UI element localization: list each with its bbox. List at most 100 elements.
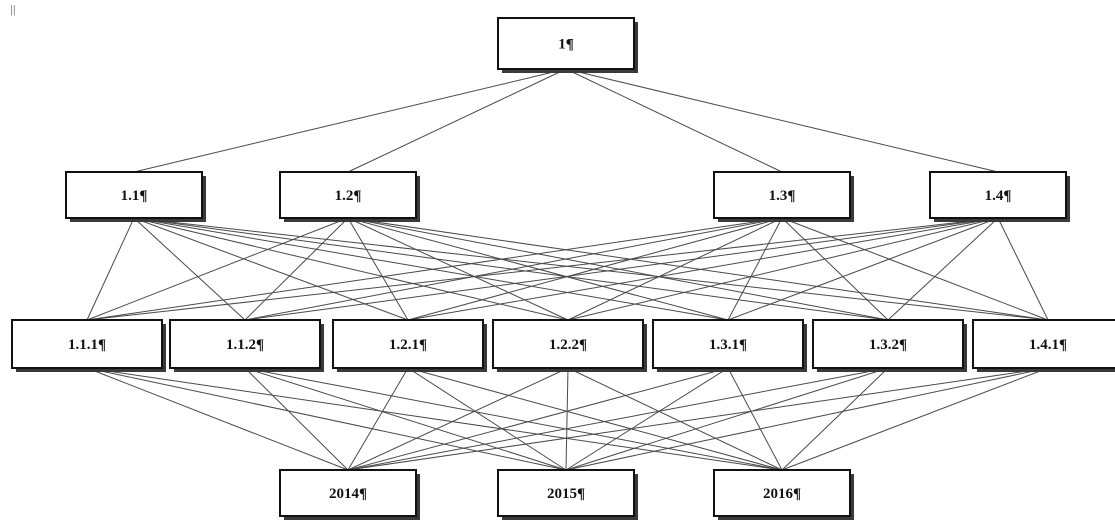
edge-n1_3_2-to-n2014: [347, 367, 889, 471]
edge-n1_3_1-to-n2016: [727, 367, 783, 471]
node-box: [11, 319, 163, 369]
edge-n1_3-to-n1_3_2: [781, 217, 889, 321]
edge-n1_4-to-n1_4_1: [997, 217, 1049, 321]
edge-n1-to-n1_3: [565, 68, 783, 173]
edge-n1_2_2-to-n2014: [347, 367, 569, 471]
edge-n1_2-to-n1_4_1: [347, 217, 1049, 321]
edge-n1_2_2-to-n2015: [565, 367, 569, 471]
node-n1_2_2: 1.2.2¶: [492, 319, 647, 372]
node-box: [929, 171, 1067, 219]
edge-n1_3_2-to-n2015: [565, 367, 889, 471]
node-n1_2: 1.2¶: [279, 171, 420, 222]
edge-n1_2_1-to-n2014: [347, 367, 409, 471]
node-box: [279, 469, 417, 517]
node-label: 1.2¶: [335, 188, 362, 204]
edge-n1_1_1-to-n2014: [86, 367, 349, 471]
node-n2016: 2016¶: [713, 469, 854, 520]
edge-n1_3-to-n1_4_1: [781, 217, 1049, 321]
edge-n1_1_1-to-n2015: [86, 367, 567, 471]
edge-n1_2_2-to-n2016: [567, 367, 783, 471]
edge-n1_3-to-n1_1_1: [86, 217, 783, 321]
node-box: [812, 319, 964, 369]
edge-n1_4-to-n1_1_1: [86, 217, 999, 321]
node-label: 1.1.1¶: [68, 337, 106, 353]
edge-n1_3-to-n1_2_1: [407, 217, 783, 321]
node-box: [332, 319, 484, 369]
edge-n1_2-to-n1_3_1: [347, 217, 729, 321]
edge-n1_1_2-to-n2014: [244, 367, 349, 471]
edge-n1_4_1-to-n2016: [781, 367, 1049, 471]
edge-n1_1-to-n1_2_2: [133, 217, 569, 321]
corner-mark: ||: [10, 4, 16, 16]
node-label: 1.2.1¶: [389, 337, 427, 353]
node-n1_3_1: 1.3.1¶: [652, 319, 807, 372]
node-label: 1.3.1¶: [709, 337, 747, 353]
node-label: 2014¶: [329, 486, 367, 502]
node-n2015: 2015¶: [497, 469, 638, 520]
edge-n1_1-to-n1_4_1: [133, 217, 1049, 321]
edge-n1_1-to-n1_2_1: [133, 217, 409, 321]
node-n1_4_1: 1.4.1¶: [972, 319, 1115, 372]
edge-n1_4-to-n1_3_1: [727, 217, 999, 321]
node-n1_1_1: 1.1.1¶: [11, 319, 166, 372]
node-label: 1.1.2¶: [226, 337, 264, 353]
edge-n1_1_2-to-n2016: [244, 367, 783, 471]
edge-n1_1-to-n1_1_2: [133, 217, 246, 321]
edge-n1_3-to-n1_1_2: [244, 217, 783, 321]
edge-n1_3_1-to-n2014: [347, 367, 729, 471]
node-box: [713, 469, 851, 517]
node-box: [279, 171, 417, 219]
edge-n1_4-to-n1_3_2: [887, 217, 999, 321]
edge-n1_3_1-to-n2015: [565, 367, 729, 471]
edge-n1_3_2-to-n2016: [781, 367, 889, 471]
node-box: [713, 171, 851, 219]
node-n1_1_2: 1.1.2¶: [169, 319, 324, 372]
node-box: [652, 319, 804, 369]
node-n1_3: 1.3¶: [713, 171, 854, 222]
edge-n1_2-to-n1_1_1: [86, 217, 349, 321]
node-label: 2015¶: [547, 486, 585, 502]
node-label: 1.4.1¶: [1029, 337, 1067, 353]
edge-n1_4-to-n1_1_2: [244, 217, 999, 321]
node-n1: 1¶: [497, 17, 638, 73]
edge-n1_1_1-to-n2016: [86, 367, 783, 471]
edge-n1_4_1-to-n2014: [347, 367, 1049, 471]
connector-lines: [86, 68, 1049, 471]
edge-n1_2-to-n1_2_2: [347, 217, 569, 321]
node-box: [65, 171, 203, 219]
edge-n1_2_1-to-n2015: [407, 367, 567, 471]
edge-n1_3-to-n1_2_2: [567, 217, 783, 321]
node-label: 1.3¶: [769, 188, 796, 204]
edge-n1-to-n1_2: [347, 68, 567, 173]
edge-n1-to-n1_4: [565, 68, 999, 173]
node-n1_2_1: 1.2.1¶: [332, 319, 487, 372]
edge-n1_1-to-n1_3_1: [133, 217, 729, 321]
edge-n1_2-to-n1_2_1: [347, 217, 409, 321]
edge-n1_2-to-n1_1_2: [244, 217, 349, 321]
node-boxes: 1¶ 1.1¶ 1.2¶ 1.3¶ 1.4¶ 1.1.1¶ 1.1.2¶ 1.2.1¶ 1.2.…: [11, 17, 1115, 520]
node-n1_1: 1.1¶: [65, 171, 206, 222]
node-label: 2016¶: [763, 486, 801, 502]
node-n1_3_2: 1.3.2¶: [812, 319, 967, 372]
node-box: [972, 319, 1115, 369]
edge-n1_4_1-to-n2015: [565, 367, 1049, 471]
node-box: [497, 469, 635, 517]
node-n1_4: 1.4¶: [929, 171, 1070, 222]
node-n2014: 2014¶: [279, 469, 420, 520]
node-box: [497, 17, 635, 70]
node-label: 1.4¶: [985, 188, 1012, 204]
node-label: 1.2.2¶: [549, 337, 587, 353]
node-label: 1.1¶: [121, 188, 148, 204]
edge-n1_4-to-n1_2_2: [567, 217, 999, 321]
node-box: [169, 319, 321, 369]
node-box: [492, 319, 644, 369]
edge-n1_1_2-to-n2015: [244, 367, 567, 471]
edge-n1_2_1-to-n2016: [407, 367, 783, 471]
edge-n1_3-to-n1_3_1: [727, 217, 783, 321]
node-label: 1.3.2¶: [869, 337, 907, 353]
node-label: 1¶: [558, 37, 574, 53]
edge-n1_1-to-n1_1_1: [86, 217, 135, 321]
edge-n1_4-to-n1_2_1: [407, 217, 999, 321]
edge-n1-to-n1_1: [133, 68, 567, 173]
